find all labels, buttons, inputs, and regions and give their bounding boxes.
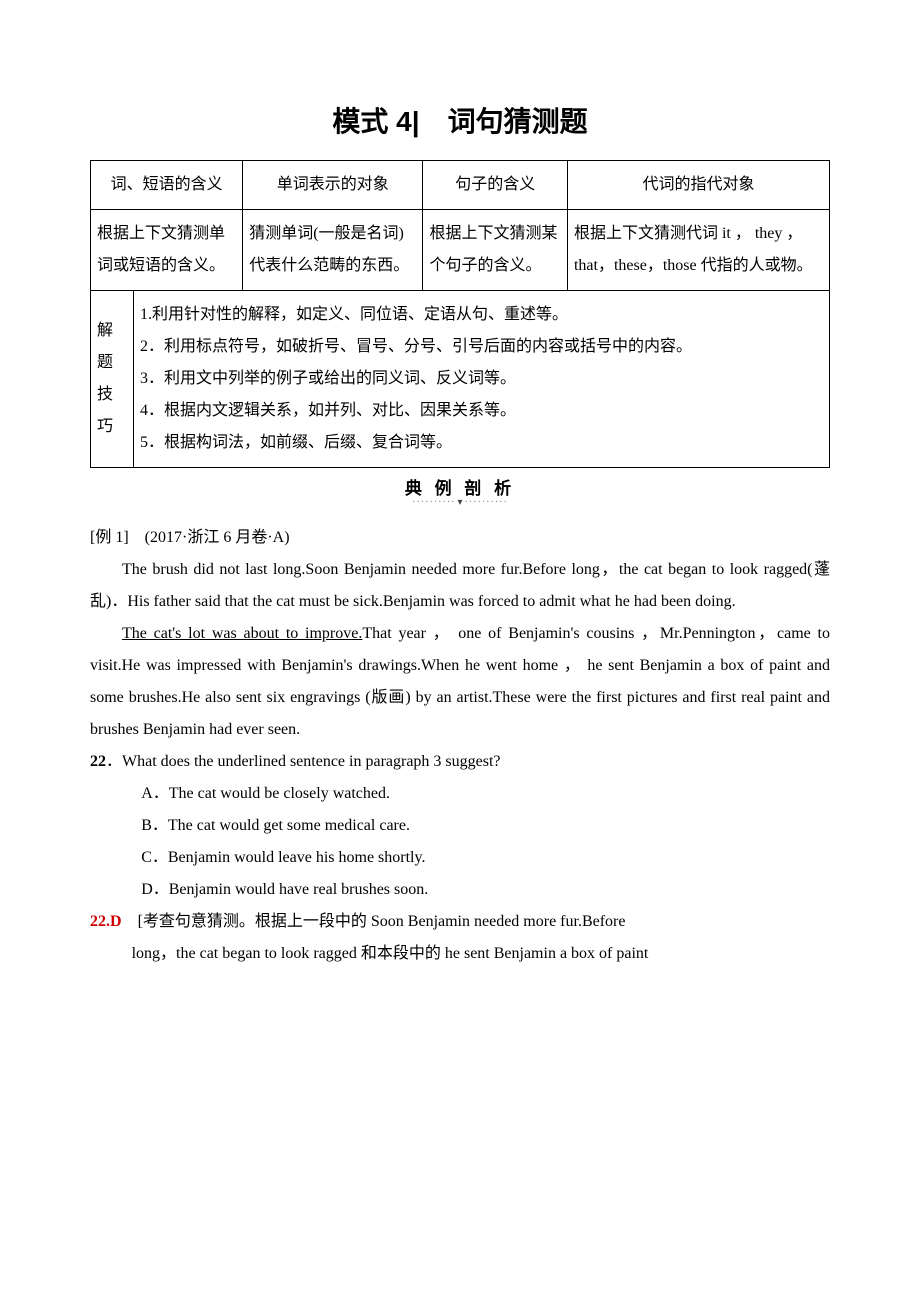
passage-p2: The cat's lot was about to improve.That … [90, 618, 830, 746]
td-4: 根据上下文猜测代词 it ， they ，that，these，those 代指… [567, 210, 829, 291]
th-3: 句子的含义 [423, 161, 568, 210]
th-4: 代词的指代对象 [567, 161, 829, 210]
question-stem: 22．What does the underlined sentence in … [90, 746, 830, 778]
td-1: 根据上下文猜测单词或短语的含义。 [91, 210, 243, 291]
table-tips-row: 解题技巧 1.利用针对性的解释，如定义、同位语、定语从句、重述等。 2．利用标点… [91, 291, 830, 468]
td-2: 猜测单词(一般是名词)代表什么范畴的东西。 [243, 210, 423, 291]
th-1: 词、短语的含义 [91, 161, 243, 210]
td-3: 根据上下文猜测某个句子的含义。 [423, 210, 568, 291]
underlined-sentence: The cat's lot was about to improve. [122, 625, 362, 642]
question-text: ．What does the underlined sentence in pa… [106, 753, 501, 770]
tips-label: 解题技巧 [91, 291, 134, 468]
tips-body: 1.利用针对性的解释，如定义、同位语、定语从句、重述等。 2．利用标点符号，如破… [134, 291, 830, 468]
answer-body-cont: long，the cat began to look ragged 和本段中的 … [90, 938, 830, 970]
section-divider: 典 例 剖 析 ·········· ▾ ·········· [90, 474, 830, 508]
table-desc-row: 根据上下文猜测单词或短语的含义。 猜测单词(一般是名词)代表什么范畴的东西。 根… [91, 210, 830, 291]
answer-key: 22.D [90, 913, 122, 930]
divider-label: 典 例 剖 析 [90, 474, 830, 499]
answer-body-first: [考查句意猜测。根据上一段中的 Soon Benjamin needed mor… [122, 913, 626, 930]
page-title: 模式 4| 词句猜测题 [90, 100, 830, 140]
divider-ornament: ·········· ▾ ·········· [90, 497, 830, 508]
question-number: 22 [90, 753, 106, 770]
option-a: A．The cat would be closely watched. [90, 778, 830, 810]
arrow-down-icon: ▾ [457, 497, 462, 508]
option-d: D．Benjamin would have real brushes soon. [90, 874, 830, 906]
option-b: B．The cat would get some medical care. [90, 810, 830, 842]
page: 模式 4| 词句猜测题 词、短语的含义 单词表示的对象 句子的含义 代词的指代对… [0, 0, 920, 1302]
answer-line: 22.D [考查句意猜测。根据上一段中的 Soon Benjamin neede… [90, 906, 830, 938]
table-header-row: 词、短语的含义 单词表示的对象 句子的含义 代词的指代对象 [91, 161, 830, 210]
dots-right: ·········· [465, 497, 508, 508]
guide-table: 词、短语的含义 单词表示的对象 句子的含义 代词的指代对象 根据上下文猜测单词或… [90, 160, 830, 468]
passage-p1: The brush did not last long.Soon Benjami… [90, 554, 830, 618]
th-2: 单词表示的对象 [243, 161, 423, 210]
dots-left: ·········· [412, 497, 455, 508]
option-c: C．Benjamin would leave his home shortly. [90, 842, 830, 874]
example-label: [例 1] (2017·浙江 6 月卷·A) [90, 522, 830, 554]
